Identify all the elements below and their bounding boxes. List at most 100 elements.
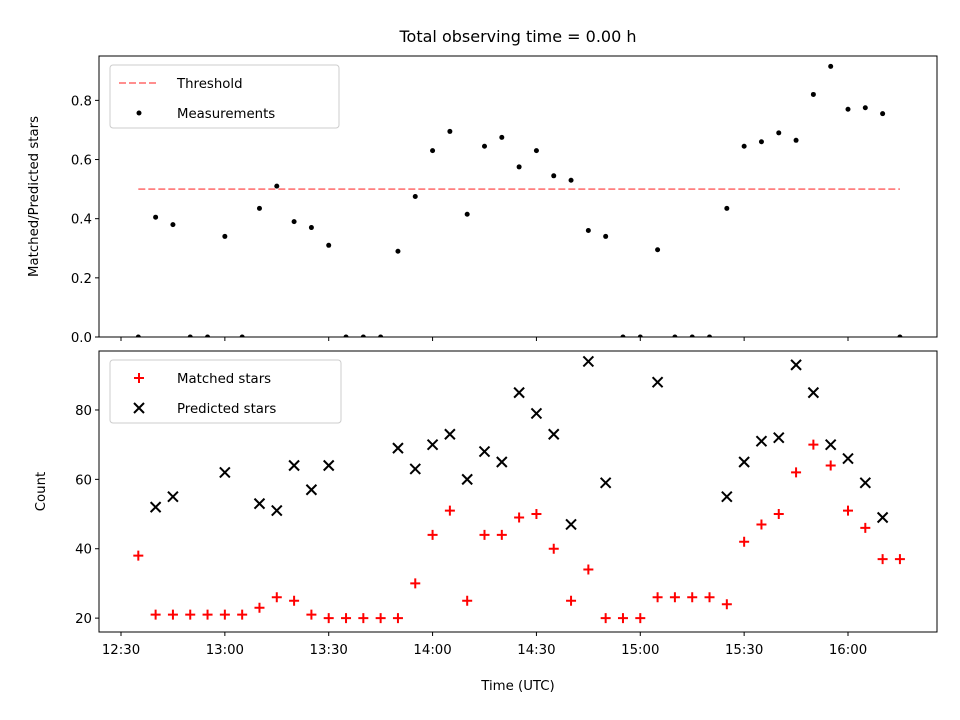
measurements-point — [845, 106, 851, 112]
x-tick-label: 16:00 — [829, 643, 867, 658]
matched-stars-point — [877, 554, 888, 565]
matched-stars-point — [133, 550, 144, 561]
x-tick-label: 14:00 — [413, 643, 451, 658]
measurements-point — [741, 143, 747, 149]
predicted-stars-point — [842, 452, 854, 465]
legend-measurements-swatch — [136, 110, 142, 116]
measurements-point — [776, 130, 782, 136]
measurements-point — [412, 194, 418, 199]
measurements-point — [568, 177, 574, 183]
predicted-stars-point — [582, 355, 595, 368]
measurements-point — [603, 233, 609, 239]
top-y-tick-label: 0.6 — [71, 154, 92, 169]
top-legend: Threshold Measurements — [109, 64, 340, 129]
measurements-point — [360, 334, 366, 337]
top-y-tick-label: 0.0 — [71, 331, 92, 346]
predicted-stars-point — [599, 477, 612, 489]
measurements-point — [516, 164, 522, 170]
predicted-stars-point — [219, 466, 231, 479]
measurements-point — [256, 205, 262, 211]
measurements-point — [430, 148, 436, 154]
predicted-stars-point — [513, 386, 525, 399]
matched-stars-point — [894, 554, 905, 565]
measurements-point — [620, 334, 626, 337]
measurements-point — [222, 233, 228, 239]
predicted-stars-point — [496, 456, 508, 468]
predicted-stars-point — [790, 359, 802, 371]
measurements-point — [897, 334, 903, 337]
matched-stars-point — [479, 529, 490, 540]
predicted-stars-point — [876, 511, 889, 524]
predicted-stars-point — [167, 490, 179, 503]
measurements-point — [447, 128, 453, 134]
matched-stars-point — [462, 595, 473, 606]
matched-stars-point — [704, 592, 715, 603]
predicted-stars-point — [548, 428, 560, 440]
predicted-stars-point — [323, 459, 335, 472]
x-tick-label: 12:30 — [102, 643, 140, 658]
predicted-stars-point — [859, 477, 872, 489]
matched-stars-point — [254, 602, 265, 613]
matched-stars-point — [358, 613, 369, 624]
bottom-y-tick-label: 40 — [75, 543, 92, 558]
x-tick-label: 14:30 — [517, 643, 555, 658]
bottom-axes-frame — [98, 350, 938, 633]
measurements-point — [793, 137, 799, 143]
matched-stars-point — [392, 613, 403, 624]
top-plot-panel: 0.0 0.2 0.4 0.6 0.8 Matched/Predicted stars Th… — [27, 55, 938, 346]
matched-stars-point — [167, 609, 178, 620]
measurements-point — [239, 334, 245, 337]
measurements-point — [862, 105, 868, 111]
matched-stars-point — [427, 529, 438, 540]
matched-stars-point — [150, 609, 161, 620]
matched-stars-point — [289, 595, 300, 606]
matched-stars-point — [531, 509, 542, 520]
matched-stars-point — [185, 609, 196, 620]
matched-stars-point — [341, 613, 352, 624]
matched-stars-point — [219, 609, 230, 620]
matched-stars-point — [860, 522, 871, 533]
measurements-point — [880, 111, 886, 117]
x-tick-label: 13:00 — [206, 643, 244, 658]
predicted-stars-point — [565, 518, 577, 531]
legend-matched-stars-label: Matched stars — [177, 372, 271, 387]
measurements-point — [810, 91, 816, 97]
measurements-point — [689, 334, 695, 337]
top-y-tick-label: 0.2 — [71, 272, 92, 287]
matched-stars-point — [496, 529, 507, 540]
matched-stars-point — [652, 592, 663, 603]
x-axis-label: Time (UTC) — [480, 679, 555, 694]
measurements-point — [395, 248, 401, 254]
matched-stars-point — [237, 609, 248, 620]
bottom-data-layer — [133, 355, 905, 624]
top-data-layer — [135, 63, 903, 337]
measurements-point — [308, 225, 314, 231]
bottom-y-tick-label: 80 — [75, 404, 92, 419]
x-tick-label: 15:00 — [621, 643, 659, 658]
predicted-stars-point — [426, 438, 439, 451]
bottom-y-axis-label: Count — [34, 472, 49, 512]
predicted-stars-point — [773, 432, 785, 444]
predicted-stars-point — [807, 386, 820, 399]
matched-stars-point — [410, 578, 421, 589]
matched-stars-point — [566, 595, 577, 606]
matched-stars-point — [271, 592, 282, 603]
bottom-y-tick-label: 20 — [75, 612, 92, 627]
matched-stars-point — [583, 564, 594, 575]
measurements-point — [274, 183, 280, 189]
legend-measurements-label: Measurements — [177, 107, 275, 122]
matched-stars-point — [444, 505, 455, 516]
measurements-point — [499, 134, 505, 140]
bottom-y-tick-label: 60 — [75, 473, 92, 488]
measurements-point — [170, 222, 176, 228]
matched-stars-point — [617, 613, 628, 624]
predicted-stars-point — [530, 407, 543, 420]
predicted-stars-point — [651, 376, 664, 388]
predicted-stars-point — [305, 484, 318, 496]
measurements-point — [637, 334, 643, 337]
measurements-point — [464, 211, 470, 217]
measurements-point — [135, 334, 141, 337]
measurements-point — [378, 334, 384, 337]
measurements-point — [326, 242, 332, 248]
